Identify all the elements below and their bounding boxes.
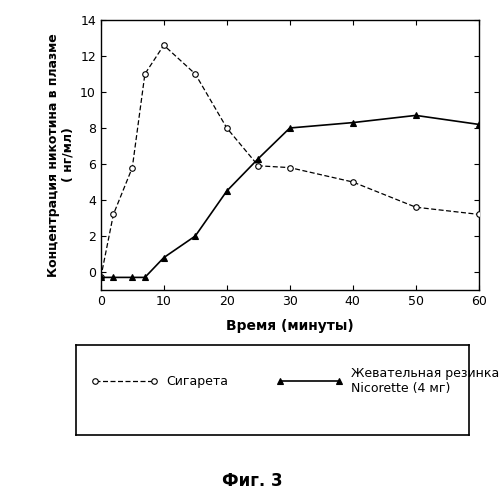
Y-axis label: Концентрация никотина в плазме
( нг/мл): Концентрация никотина в плазме ( нг/мл): [46, 33, 75, 277]
X-axis label: Время (минуты): Время (минуты): [226, 319, 354, 333]
Text: Жевательная резинка
Nicorette (4 мг): Жевательная резинка Nicorette (4 мг): [351, 367, 499, 395]
Text: Фиг. 3: Фиг. 3: [222, 472, 282, 490]
Text: Сигарета: Сигарета: [166, 374, 228, 388]
